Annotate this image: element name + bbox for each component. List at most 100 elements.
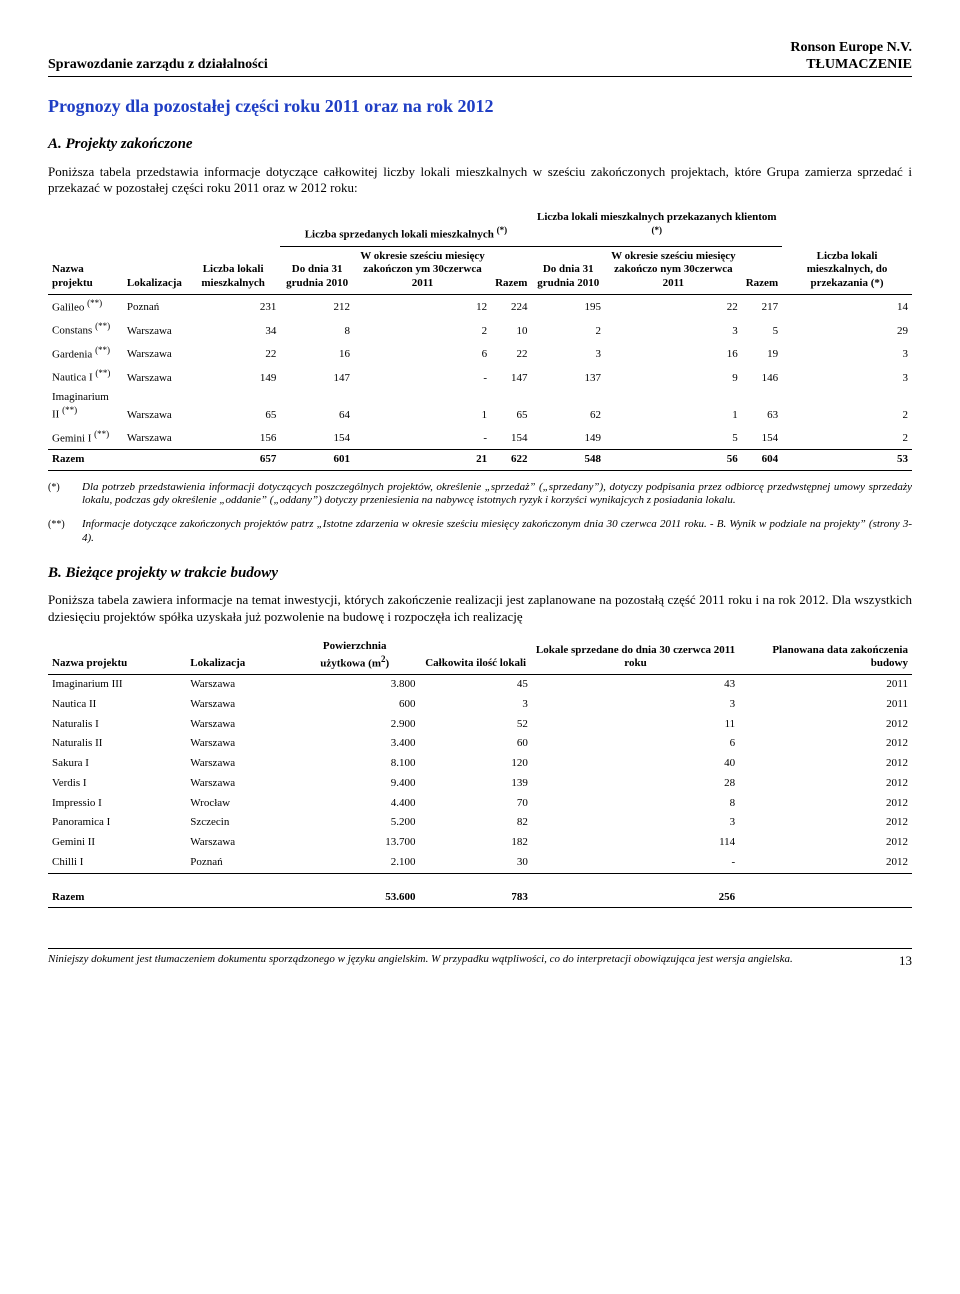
table-row: Imaginarium IIIWarszawa3.80045432011: [48, 675, 912, 695]
cell-location: Poznań: [123, 294, 186, 318]
cell-value: 64: [280, 388, 354, 425]
cell-value: 9.400: [290, 774, 420, 794]
footnote-text: Dla potrzeb przedstawienia informacji do…: [82, 481, 912, 509]
cell-value: 2: [782, 388, 912, 425]
cell-value: 16: [605, 342, 742, 365]
cell-value: 2012: [739, 774, 912, 794]
cell-project: Imaginarium II (**): [48, 388, 123, 425]
table-row: Naturalis IWarszawa2.90052112012: [48, 715, 912, 735]
cell-total-value: 622: [491, 449, 531, 470]
cell-value: 114: [532, 833, 739, 853]
cell-value: 22: [186, 342, 281, 365]
cell-project: Impressio I: [48, 794, 186, 814]
cell-total-value: 783: [420, 888, 532, 908]
cell-value: 43: [532, 675, 739, 695]
cell-total-label: Razem: [48, 888, 186, 908]
table-row: Gemini I (**)Warszawa156154-15414951542: [48, 426, 912, 450]
cell-value: 65: [186, 388, 281, 425]
cell-value: 3: [605, 318, 742, 341]
cell-value: 62: [531, 388, 605, 425]
cell-location: Warszawa: [123, 388, 186, 425]
th: Lokalizacja: [123, 208, 186, 294]
cell-value: 12: [354, 294, 491, 318]
cell-value: 2012: [739, 794, 912, 814]
cell-total-value: 657: [186, 449, 281, 470]
cell-value: 2011: [739, 695, 912, 715]
cell-total-value: 53.600: [290, 888, 420, 908]
cell-value: 5.200: [290, 813, 420, 833]
footnote-marker: (**): [48, 518, 70, 546]
cell-value: 600: [290, 695, 420, 715]
section-b-heading: B. Bieżące projekty w trakcie budowy: [48, 564, 912, 583]
cell-value: 6: [532, 734, 739, 754]
table-row: Nautica IIWarszawa600332011: [48, 695, 912, 715]
th: Planowana data zakończenia budowy: [739, 637, 912, 675]
cell-location: Warszawa: [186, 675, 290, 695]
table-b: Nazwa projektu Lokalizacja Powierzchnia …: [48, 637, 912, 908]
header-left: Sprawozdanie zarządu z działalności: [48, 56, 268, 74]
cell-value: 6: [354, 342, 491, 365]
cell-total-value: 604: [742, 449, 782, 470]
th: Razem: [491, 246, 531, 294]
cell-value: 8: [280, 318, 354, 341]
cell-value: 195: [531, 294, 605, 318]
page-title: Prognozy dla pozostałej części roku 2011…: [48, 95, 912, 118]
cell-value: 82: [420, 813, 532, 833]
cell-value: 9: [605, 365, 742, 388]
cell-value: 120: [420, 754, 532, 774]
cell-value: 2012: [739, 754, 912, 774]
company-name: Ronson Europe N.V.: [790, 40, 912, 57]
cell-value: 1: [354, 388, 491, 425]
th: Lokale sprzedane do dnia 30 czerwca 2011…: [532, 637, 739, 675]
cell-total-value: 256: [532, 888, 739, 908]
cell-location: Warszawa: [123, 426, 186, 450]
cell-value: 45: [420, 675, 532, 695]
cell-value: 10: [491, 318, 531, 341]
cell-location: Warszawa: [123, 318, 186, 341]
cell-value: 14: [782, 294, 912, 318]
cell-value: 2.900: [290, 715, 420, 735]
cell-value: 13.700: [290, 833, 420, 853]
total-row: Razem 53.600783256: [48, 888, 912, 908]
cell-project: Verdis I: [48, 774, 186, 794]
cell-value: -: [354, 365, 491, 388]
cell-value: 2011: [739, 675, 912, 695]
cell-value: -: [354, 426, 491, 450]
cell-location: Warszawa: [186, 774, 290, 794]
th: Całkowita ilość lokali: [420, 637, 532, 675]
cell-value: 60: [420, 734, 532, 754]
table-row: Nautica I (**)Warszawa149147-14713791463: [48, 365, 912, 388]
table-a: Nazwa projektu Lokalizacja Liczba lokali…: [48, 208, 912, 470]
page-footer: Niniejszy dokument jest tłumaczeniem dok…: [48, 948, 912, 969]
th-group: Liczba lokali mieszkalnych przekazanych …: [531, 208, 782, 246]
cell-value: 70: [420, 794, 532, 814]
th: Lokalizacja: [186, 637, 290, 675]
cell-value: 182: [420, 833, 532, 853]
cell-value: 2: [782, 426, 912, 450]
cell-value: 3: [531, 342, 605, 365]
cell-value: 2.100: [290, 853, 420, 873]
cell-value: 147: [491, 365, 531, 388]
cell-location: Szczecin: [186, 813, 290, 833]
table-row: Naturalis IIWarszawa3.4006062012: [48, 734, 912, 754]
th: W okresie sześciu miesięcy zakończo nym …: [605, 246, 742, 294]
cell-value: 139: [420, 774, 532, 794]
cell-total-value: 548: [531, 449, 605, 470]
cell-value: 231: [186, 294, 281, 318]
table-row: Impressio IWrocław4.4007082012: [48, 794, 912, 814]
section-b-paragraph: Poniższa tabela zawiera informacje na te…: [48, 592, 912, 625]
cell-value: -: [532, 853, 739, 873]
th: W okresie sześciu miesięcy zakończon ym …: [354, 246, 491, 294]
th-group: Liczba sprzedanych lokali mieszkalnych (…: [280, 208, 531, 246]
cell-value: 2012: [739, 813, 912, 833]
cell-value: 2012: [739, 734, 912, 754]
cell-total-value: 21: [354, 449, 491, 470]
section-a-paragraph: Poniższa tabela przedstawia informacje d…: [48, 164, 912, 197]
cell-value: 3: [532, 695, 739, 715]
cell-total-label: Razem: [48, 449, 123, 470]
cell-value: 19: [742, 342, 782, 365]
cell-value: 8.100: [290, 754, 420, 774]
cell-value: 154: [742, 426, 782, 450]
th: Do dnia 31 grudnia 2010: [280, 246, 354, 294]
cell-project: Imaginarium III: [48, 675, 186, 695]
